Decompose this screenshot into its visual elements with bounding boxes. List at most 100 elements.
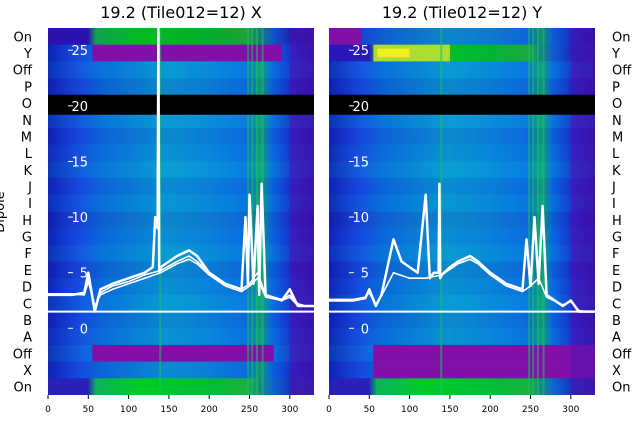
x-tick-label: 0 — [45, 405, 51, 415]
row-label-left: C — [23, 297, 32, 312]
row-label-left: K — [23, 164, 32, 179]
y-tick-label: 25 — [352, 44, 369, 59]
x-tick-label: 50 — [364, 405, 376, 415]
row-label-right: D — [612, 281, 622, 296]
heatmap-row-tint — [48, 228, 314, 245]
row-label-right: P — [612, 80, 620, 95]
heatmap-row-tint — [329, 228, 595, 245]
x-tick-label: 300 — [281, 405, 298, 415]
row-label-right: On — [612, 30, 630, 45]
hot-band-core — [377, 48, 410, 58]
off-band — [373, 361, 595, 379]
heatmap-row-tint — [48, 378, 314, 395]
row-label-left: B — [23, 314, 32, 329]
heatmap-row-tint — [329, 61, 595, 79]
row-label-left: G — [22, 231, 32, 246]
row-label-left: X — [23, 364, 32, 379]
row-label-right: B — [612, 314, 621, 329]
spike-column — [440, 28, 443, 395]
heatmap-row-tint — [329, 128, 595, 145]
row-label-left: O — [22, 97, 32, 112]
row-label-right: O — [612, 97, 622, 112]
row-label-right: J — [611, 180, 616, 195]
row-label-right: C — [612, 297, 621, 312]
heatmap-row-tint — [48, 128, 314, 145]
row-label-right: On — [612, 381, 630, 396]
x-tick-label: 100 — [120, 405, 137, 415]
x-tick-label: 0 — [326, 405, 332, 415]
row-label-left: E — [24, 264, 32, 279]
series-line — [48, 28, 314, 313]
row-label-left: D — [22, 281, 32, 296]
row-label-left: A — [23, 331, 32, 346]
row-label-right: X — [612, 364, 621, 379]
black-band — [329, 94, 595, 115]
series-line — [329, 182, 595, 313]
off-band — [92, 344, 274, 362]
row-label-right: Y — [611, 47, 620, 62]
row-label-left: F — [25, 247, 32, 262]
spike-column — [251, 28, 254, 395]
heatmap-row-tint — [329, 78, 595, 95]
x-tick-label: 250 — [241, 405, 258, 415]
spike-column — [536, 28, 539, 395]
row-label-left: L — [25, 147, 33, 162]
heatmap-row-tint — [48, 28, 314, 45]
row-label-left: Off — [13, 347, 33, 362]
y-tick-label: 10 — [352, 211, 369, 226]
heatmap-row-tint — [329, 194, 595, 212]
heatmap-row-tint — [329, 178, 595, 195]
row-label-right: N — [612, 114, 622, 129]
y-tick-label: 15 — [352, 155, 369, 170]
heatmap-row-tint — [329, 294, 595, 312]
row-label-right: F — [612, 247, 619, 262]
off-band — [373, 344, 595, 362]
y-tick-label: 5 — [80, 267, 88, 282]
heatmap-row-tint — [329, 28, 595, 45]
heatmap-row-tint — [48, 178, 314, 195]
row-label-left: I — [28, 197, 32, 212]
x-tick-label: 150 — [441, 405, 458, 415]
y-tick-label: 15 — [71, 155, 88, 170]
y-tick-label: 20 — [71, 100, 88, 115]
row-label-left: N — [22, 114, 32, 129]
row-label-right: Off — [612, 64, 632, 79]
spike-column — [528, 28, 531, 395]
y-tick-label: 25 — [71, 44, 88, 59]
row-label-left: On — [14, 30, 32, 45]
heatmap-row-tint — [48, 61, 314, 79]
row-label-right: L — [612, 147, 620, 162]
y-tick-label: 0 — [80, 322, 88, 337]
off-band — [329, 28, 362, 45]
row-label-left: H — [22, 214, 32, 229]
row-label-right: H — [612, 214, 622, 229]
panel-title: 19.2 (Tile012=12) Y — [382, 3, 543, 22]
x-tick-label: 200 — [482, 405, 499, 415]
x-tick-label: 50 — [83, 405, 95, 415]
x-tick-label: 100 — [401, 405, 418, 415]
heatmap-row-tint — [329, 378, 595, 395]
series-line — [48, 258, 314, 307]
edge-band — [289, 28, 314, 395]
spike-column — [532, 28, 535, 395]
row-label-right: A — [612, 331, 621, 346]
y-axis-label: Dipole — [0, 191, 8, 232]
y-tick-label: 0 — [361, 322, 369, 337]
row-label-left: On — [14, 381, 32, 396]
off-band — [92, 44, 282, 62]
panel-title: 19.2 (Tile012=12) X — [100, 3, 262, 22]
heatmap-row-tint — [48, 78, 314, 95]
y-tick-label: 10 — [71, 211, 88, 226]
x-tick-label: 300 — [562, 405, 579, 415]
row-label-left: J — [27, 180, 32, 195]
row-label-right: I — [612, 197, 616, 212]
row-label-right: G — [612, 231, 622, 246]
heatmap-row-tint — [48, 194, 314, 212]
y-tick-label: 20 — [352, 100, 369, 115]
x-tick-label: 200 — [201, 405, 218, 415]
edge-band — [570, 28, 595, 395]
heatmap-row-tint — [48, 361, 314, 379]
